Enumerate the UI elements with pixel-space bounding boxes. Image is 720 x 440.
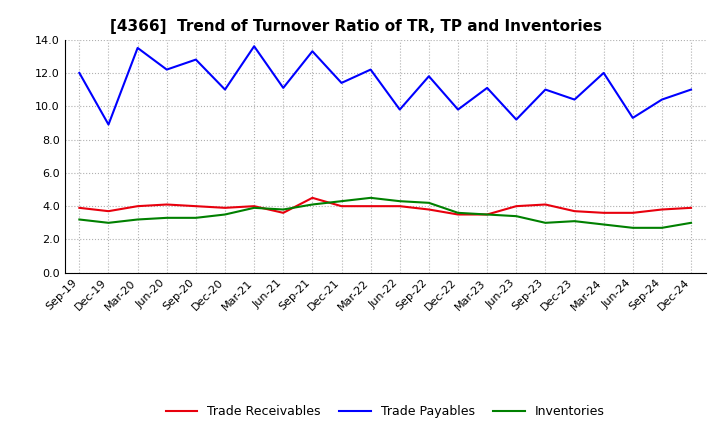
Inventories bbox=[395, 198, 404, 204]
Trade Receivables bbox=[541, 202, 550, 207]
Inventories bbox=[366, 195, 375, 201]
Trade Payables bbox=[133, 45, 142, 51]
Trade Receivables bbox=[395, 204, 404, 209]
Trade Receivables bbox=[279, 210, 287, 216]
Inventories bbox=[308, 202, 317, 207]
Trade Receivables bbox=[250, 204, 258, 209]
Trade Payables bbox=[541, 87, 550, 92]
Trade Receivables bbox=[366, 204, 375, 209]
Inventories bbox=[163, 215, 171, 220]
Trade Receivables bbox=[337, 204, 346, 209]
Inventories bbox=[425, 200, 433, 205]
Trade Receivables bbox=[570, 209, 579, 214]
Inventories bbox=[75, 217, 84, 222]
Inventories bbox=[454, 210, 462, 216]
Inventories bbox=[570, 219, 579, 224]
Trade Receivables bbox=[220, 205, 229, 210]
Trade Payables bbox=[629, 115, 637, 121]
Trade Payables bbox=[512, 117, 521, 122]
Inventories bbox=[687, 220, 696, 225]
Inventories bbox=[629, 225, 637, 231]
Trade Receivables bbox=[192, 204, 200, 209]
Trade Payables bbox=[570, 97, 579, 102]
Trade Payables bbox=[279, 85, 287, 91]
Inventories bbox=[279, 207, 287, 212]
Inventories bbox=[541, 220, 550, 225]
Inventories bbox=[133, 217, 142, 222]
Inventories bbox=[192, 215, 200, 220]
Trade Payables bbox=[104, 122, 113, 127]
Inventories bbox=[104, 220, 113, 225]
Trade Payables bbox=[454, 107, 462, 112]
Trade Receivables bbox=[629, 210, 637, 216]
Trade Payables bbox=[687, 87, 696, 92]
Line: Inventories: Inventories bbox=[79, 198, 691, 228]
Trade Receivables bbox=[483, 212, 492, 217]
Trade Payables bbox=[308, 48, 317, 54]
Trade Payables bbox=[163, 67, 171, 72]
Trade Payables bbox=[192, 57, 200, 62]
Trade Receivables bbox=[454, 212, 462, 217]
Trade Receivables bbox=[308, 195, 317, 201]
Inventories bbox=[512, 213, 521, 219]
Line: Trade Receivables: Trade Receivables bbox=[79, 198, 691, 214]
Trade Payables bbox=[395, 107, 404, 112]
Inventories bbox=[337, 198, 346, 204]
Inventories bbox=[599, 222, 608, 227]
Trade Receivables bbox=[75, 205, 84, 210]
Text: [4366]  Trend of Turnover Ratio of TR, TP and Inventories: [4366] Trend of Turnover Ratio of TR, TP… bbox=[109, 19, 602, 34]
Trade Payables bbox=[337, 80, 346, 85]
Inventories bbox=[483, 212, 492, 217]
Trade Payables bbox=[220, 87, 229, 92]
Trade Receivables bbox=[512, 204, 521, 209]
Trade Payables bbox=[483, 85, 492, 91]
Trade Receivables bbox=[599, 210, 608, 216]
Inventories bbox=[250, 205, 258, 210]
Trade Receivables bbox=[163, 202, 171, 207]
Trade Payables bbox=[75, 70, 84, 76]
Trade Payables bbox=[599, 70, 608, 76]
Trade Payables bbox=[250, 44, 258, 49]
Trade Receivables bbox=[425, 207, 433, 212]
Trade Payables bbox=[425, 73, 433, 79]
Line: Trade Payables: Trade Payables bbox=[79, 46, 691, 125]
Trade Payables bbox=[366, 67, 375, 72]
Trade Payables bbox=[657, 97, 666, 102]
Inventories bbox=[657, 225, 666, 231]
Trade Receivables bbox=[104, 209, 113, 214]
Trade Receivables bbox=[687, 205, 696, 210]
Inventories bbox=[220, 212, 229, 217]
Legend: Trade Receivables, Trade Payables, Inventories: Trade Receivables, Trade Payables, Inven… bbox=[161, 400, 610, 423]
Trade Receivables bbox=[657, 207, 666, 212]
Trade Receivables bbox=[133, 204, 142, 209]
